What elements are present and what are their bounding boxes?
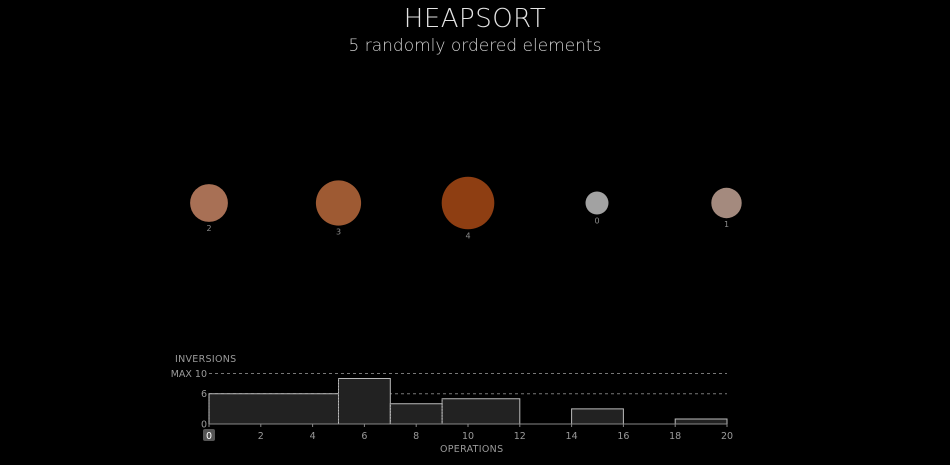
max-label: MAX 10 bbox=[171, 369, 207, 380]
x-tick-label: 6 bbox=[361, 431, 367, 442]
inversion-step bbox=[571, 408, 624, 424]
element-label: 1 bbox=[724, 220, 729, 229]
element-label: 4 bbox=[465, 231, 470, 240]
element-circle bbox=[190, 184, 228, 222]
element-label: 3 bbox=[336, 228, 341, 237]
x-tick-label: 0 bbox=[206, 431, 212, 442]
x-tick-label: 2 bbox=[258, 431, 264, 442]
x-tick-label: 10 bbox=[462, 431, 474, 442]
x-tick-label: 20 bbox=[721, 431, 733, 442]
x-tick-label: 14 bbox=[566, 431, 578, 442]
inversion-step bbox=[338, 378, 391, 424]
x-tick-label: 18 bbox=[669, 431, 681, 442]
x-tick-label: 4 bbox=[310, 431, 316, 442]
current-operation-marker[interactable] bbox=[203, 429, 215, 441]
inversions-area bbox=[209, 378, 727, 424]
inversion-step bbox=[674, 418, 728, 424]
element-circle bbox=[441, 176, 495, 230]
page-title: HEAPSORT bbox=[403, 4, 547, 34]
y-tick-label: 6 bbox=[201, 389, 207, 400]
x-axis-label: OPERATIONS bbox=[440, 444, 504, 455]
x-tick-label: 16 bbox=[617, 431, 629, 442]
x-tick-label: 12 bbox=[514, 431, 526, 442]
element-circle bbox=[711, 187, 742, 219]
element-circle bbox=[585, 191, 609, 215]
x-tick-label: 8 bbox=[413, 431, 419, 442]
element-label: 0 bbox=[594, 217, 599, 226]
page-subtitle: 5 randomly ordered elements bbox=[348, 36, 602, 56]
y-tick-label: 0 bbox=[201, 420, 207, 431]
element-circle bbox=[315, 180, 362, 226]
element-label: 2 bbox=[206, 224, 211, 233]
chart-title: INVERSIONS bbox=[175, 354, 237, 365]
